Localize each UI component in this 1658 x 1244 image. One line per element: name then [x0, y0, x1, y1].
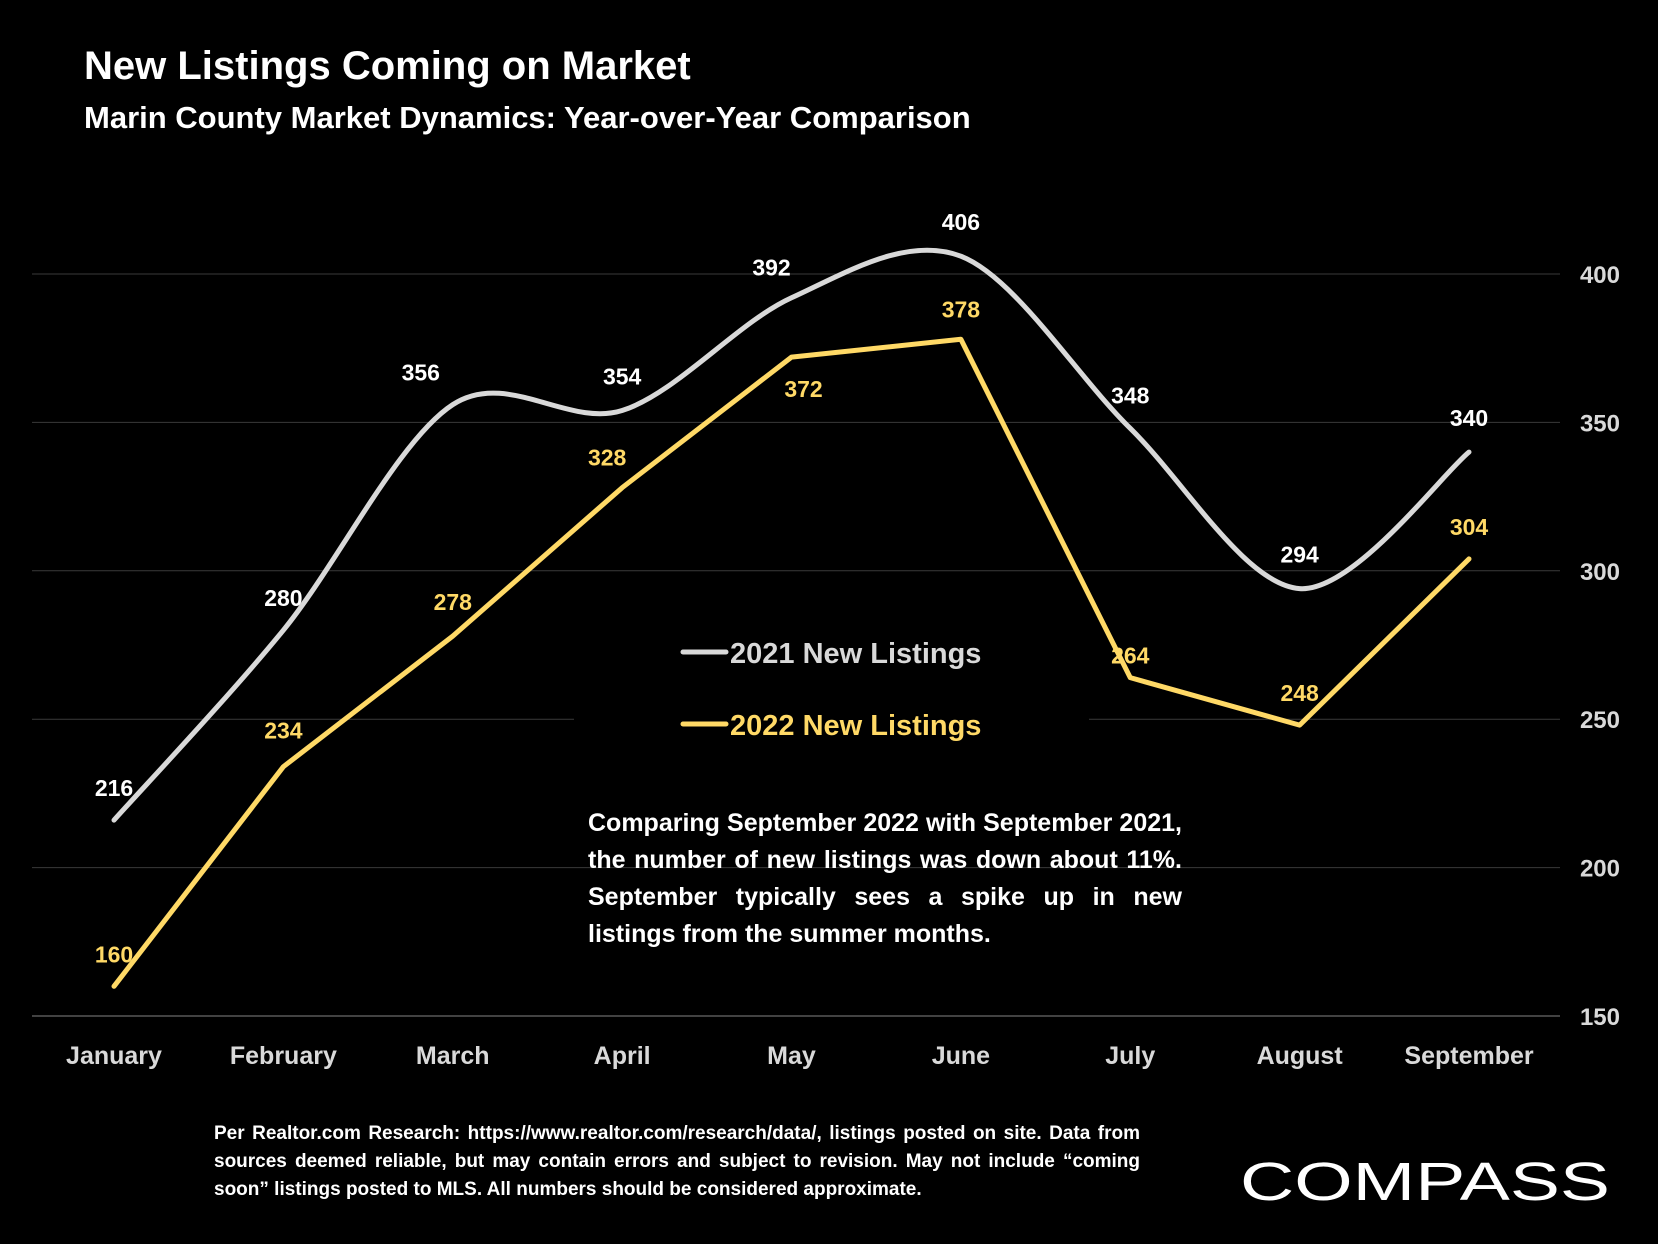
data-label: 248 — [1280, 680, 1319, 706]
data-label: 356 — [402, 360, 440, 386]
legend-label: 2021 New Listings — [730, 638, 981, 670]
data-label: 234 — [264, 718, 303, 744]
x-tick-label: April — [594, 1042, 651, 1070]
x-tick-label: June — [932, 1042, 990, 1070]
data-label: 340 — [1450, 405, 1488, 431]
data-label: 264 — [1111, 643, 1150, 669]
data-label: 354 — [603, 364, 642, 390]
y-tick-label: 300 — [1580, 559, 1620, 586]
data-label: 280 — [264, 585, 302, 611]
x-tick-label: January — [66, 1042, 162, 1070]
x-tick-label: March — [416, 1042, 490, 1070]
data-label: 216 — [95, 775, 133, 801]
y-tick-label: 200 — [1580, 856, 1620, 883]
x-tick-label: February — [230, 1042, 337, 1070]
data-label: 328 — [588, 445, 627, 471]
series-line-0 — [111, 247, 1472, 823]
compass-logo: COMPASS — [1240, 1152, 1610, 1212]
chart-subtitle: Marin County Market Dynamics: Year-over-… — [84, 100, 971, 135]
x-tick-label: May — [767, 1042, 816, 1070]
data-label: 406 — [942, 209, 980, 235]
data-label: 278 — [434, 589, 473, 615]
data-label: 348 — [1111, 382, 1150, 408]
data-labels: 216 280 356 354 392 406 348 294 340 160 234 278 328 3… — [95, 209, 1489, 967]
y-tick-label: 350 — [1580, 410, 1620, 437]
data-label: 372 — [784, 376, 822, 402]
logo-wordmark: COMPASS — [1240, 1152, 1610, 1212]
y-tick-label: 400 — [1580, 262, 1620, 289]
data-label: 294 — [1280, 542, 1319, 568]
source-note: Per Realtor.com Research: https://www.re… — [214, 1123, 1140, 1200]
legend-background — [574, 610, 1089, 760]
legend: 2021 New Listings 2022 New Listings — [574, 610, 1089, 760]
legend-label: 2022 New Listings — [730, 710, 981, 742]
data-label: 304 — [1450, 514, 1489, 540]
series-line-1 — [111, 336, 1472, 989]
x-tick-label: July — [1105, 1042, 1155, 1070]
y-tick-label: 250 — [1580, 707, 1620, 734]
data-label: 378 — [942, 296, 981, 322]
chart-annotation: Comparing September 2022 with September … — [588, 809, 1182, 948]
line-chart: 150 200 250 300 350 400 January February March A… — [32, 209, 1620, 1070]
x-axis: January February March April May June July Augu… — [66, 1042, 1534, 1070]
x-tick-label: September — [1404, 1042, 1533, 1070]
series-lines — [111, 247, 1472, 989]
data-label: 392 — [752, 255, 790, 281]
x-tick-label: August — [1257, 1042, 1344, 1070]
y-tick-label: 150 — [1580, 1004, 1620, 1031]
y-axis: 150 200 250 300 350 400 — [1580, 262, 1620, 1031]
data-label: 160 — [95, 941, 133, 967]
chart-title: New Listings Coming on Market — [84, 44, 691, 88]
